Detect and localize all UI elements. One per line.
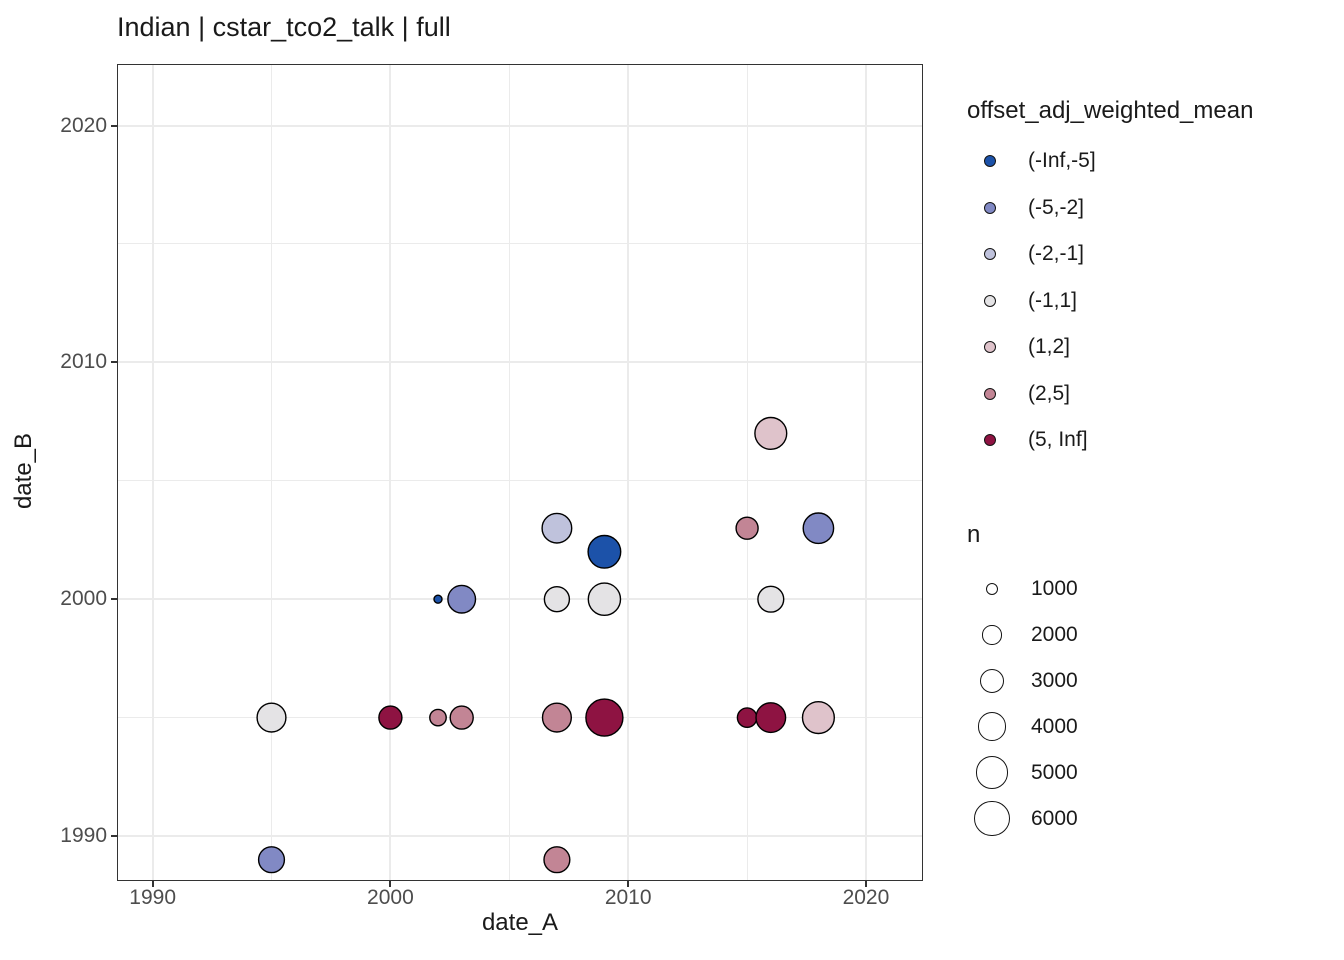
grid-major-horizontal	[117, 361, 923, 364]
grid-major-vertical	[864, 64, 867, 881]
data-point	[585, 698, 624, 737]
color-legend-label: (2,5]	[1028, 381, 1071, 405]
size-legend-circle	[979, 668, 1005, 694]
grid-minor-horizontal	[117, 480, 923, 482]
color-legend-swatch	[984, 201, 996, 214]
data-point	[256, 702, 287, 733]
grid-minor-horizontal	[117, 717, 923, 719]
data-point	[755, 702, 787, 734]
grid-major-vertical	[151, 64, 154, 881]
y-tick-mark	[111, 835, 117, 837]
color-legend-label: (5, Inf]	[1028, 428, 1088, 451]
y-tick-mark	[111, 124, 117, 127]
data-point	[433, 594, 443, 604]
x-tick-mark	[151, 881, 154, 887]
plot-panel	[117, 64, 923, 881]
color-legend-swatch	[984, 341, 996, 353]
data-point	[802, 512, 835, 545]
grid-minor-vertical	[746, 64, 748, 881]
size-legend-label: 2000	[1031, 622, 1078, 646]
data-point	[587, 582, 622, 617]
x-tick-label: 2010	[604, 886, 652, 909]
grid-major-horizontal	[117, 598, 923, 601]
x-tick-mark	[627, 881, 630, 887]
data-point	[757, 585, 785, 613]
points-layer	[256, 416, 835, 874]
size-legend-label: 3000	[1031, 668, 1078, 692]
data-point	[541, 702, 572, 733]
size-legend-circle	[975, 756, 1009, 789]
color-legend-swatch	[984, 434, 996, 446]
grid-major-vertical	[389, 64, 392, 881]
data-point	[736, 707, 758, 728]
y-axis-title: date_B	[10, 432, 37, 510]
grid-layer	[117, 64, 923, 881]
y-tick-mark	[111, 598, 117, 601]
y-tick-label: 2010	[60, 350, 107, 374]
x-tick-label: 2000	[367, 886, 414, 909]
data-point	[543, 586, 571, 613]
y-tick-label: 2020	[60, 113, 107, 137]
grid-minor-horizontal	[117, 243, 923, 245]
data-point	[378, 705, 403, 730]
data-point	[801, 700, 835, 735]
color-legend-label: (-Inf,-5]	[1028, 149, 1096, 172]
x-tick-mark	[389, 881, 392, 887]
y-tick-mark	[111, 361, 117, 364]
data-point	[754, 416, 788, 450]
data-point	[587, 534, 622, 569]
color-legend-label: (-2,-1]	[1028, 242, 1085, 265]
y-tick-label: 2000	[60, 587, 107, 611]
size-legend-circle	[977, 712, 1007, 742]
color-legend-title: offset_adj_weighted_mean	[967, 97, 1254, 124]
size-legend-title: n	[967, 521, 981, 548]
color-legend-swatch	[984, 387, 996, 400]
data-point	[447, 584, 477, 614]
color-legend-swatch	[984, 294, 996, 307]
color-legend-swatch	[984, 248, 996, 260]
color-legend-label: (1,2]	[1028, 335, 1071, 358]
size-legend-circle	[974, 800, 1010, 837]
size-legend-circle	[985, 582, 999, 596]
data-point	[541, 512, 573, 544]
chart-title: Indian | cstar_tco2_talk | full	[117, 12, 451, 42]
grid-major-horizontal	[117, 835, 923, 837]
y-tick-label: 1990	[60, 824, 107, 847]
grid-major-horizontal	[117, 124, 923, 127]
grid-minor-vertical	[508, 64, 510, 881]
x-tick-label: 2020	[842, 886, 890, 909]
x-tick-label: 1990	[129, 886, 177, 909]
color-legend-swatch	[984, 155, 996, 167]
color-legend-label: (-5,-2]	[1028, 195, 1085, 219]
size-legend-label: 6000	[1031, 806, 1078, 830]
grid-major-vertical	[627, 64, 630, 881]
size-legend-label: 5000	[1031, 760, 1078, 784]
data-point	[429, 708, 447, 727]
data-point	[449, 705, 474, 730]
size-legend-label: 1000	[1031, 577, 1078, 600]
x-axis-title: date_A	[481, 909, 559, 936]
data-point	[257, 846, 286, 874]
data-point	[735, 516, 759, 540]
color-legend-label: (-1,1]	[1028, 288, 1078, 312]
size-legend-circle	[982, 625, 1002, 645]
data-point	[543, 846, 571, 874]
size-legend-label: 4000	[1031, 714, 1078, 738]
x-tick-mark	[864, 881, 867, 887]
grid-minor-vertical	[271, 64, 273, 881]
